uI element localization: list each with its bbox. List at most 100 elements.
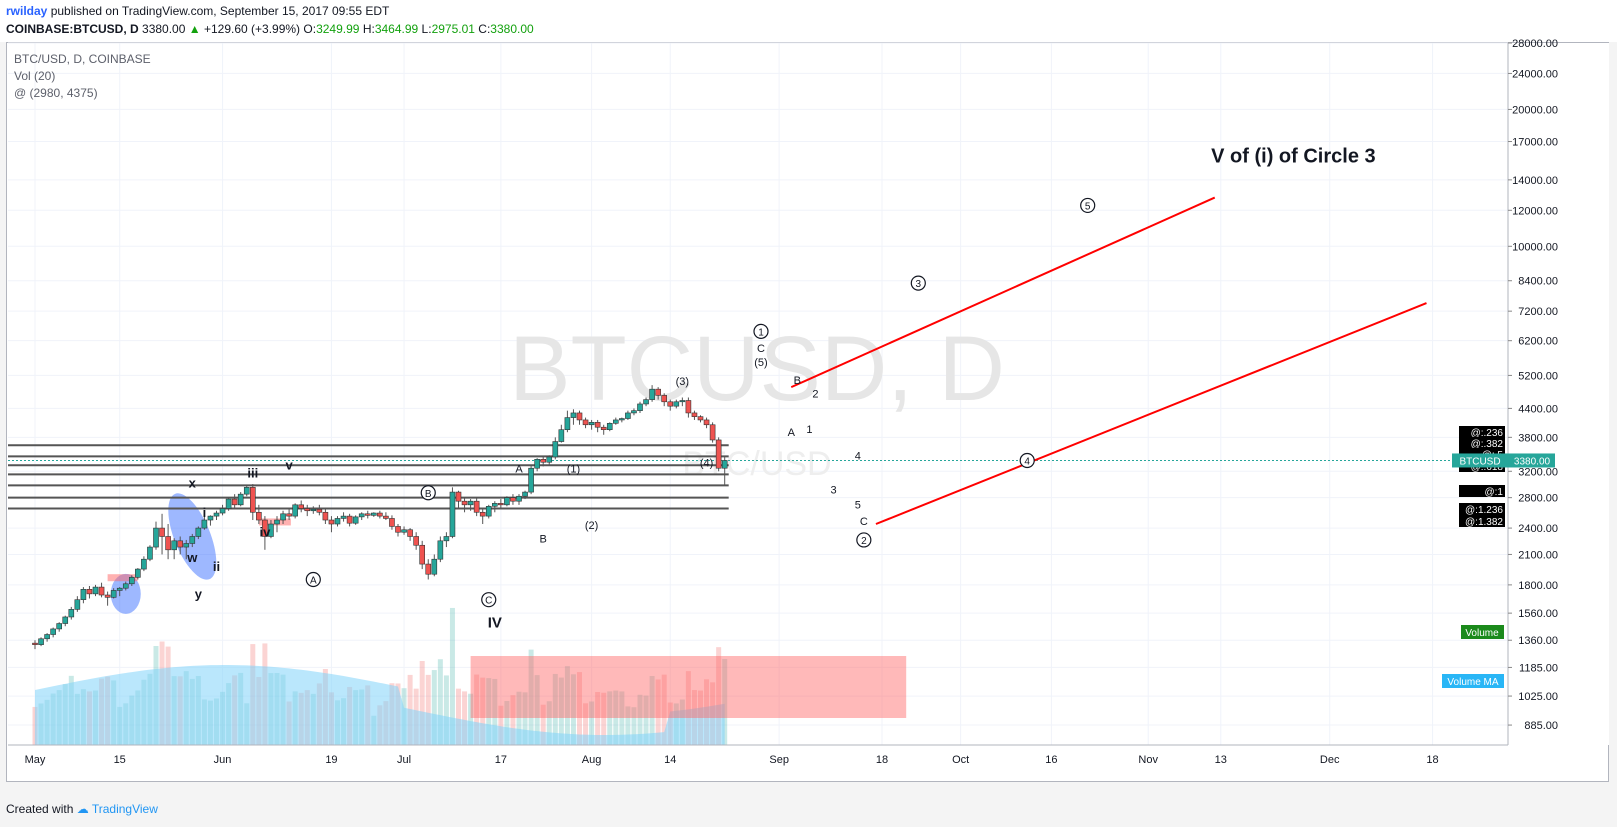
time-tick-label: Sep	[769, 754, 789, 766]
volume-bar	[516, 691, 522, 745]
wave-circle-label: 2	[861, 536, 867, 547]
trend-line[interactable]	[875, 302, 1427, 525]
candle-body	[576, 412, 583, 421]
candle-body	[534, 459, 540, 469]
candle-body	[540, 459, 547, 463]
legend-volume[interactable]: Vol (20)	[14, 69, 56, 83]
candle-body	[383, 515, 389, 519]
candle-body	[316, 508, 323, 513]
fib-tag-label: @:1.236	[1465, 505, 1503, 516]
candle-body	[637, 403, 643, 411]
levels-layer	[8, 444, 1508, 510]
legend-pitchfork[interactable]: @ (2980, 4375)	[14, 86, 98, 100]
candle-body	[377, 512, 383, 517]
candle-body	[104, 594, 111, 598]
candle-body	[147, 546, 153, 560]
price-tag-symbol: BTCUSD	[1459, 456, 1500, 467]
candle-body	[449, 491, 456, 537]
wave-circle-label: 1	[758, 327, 764, 338]
candle-body	[219, 508, 226, 514]
time-tick-label: 14	[664, 754, 676, 766]
candle-body	[473, 500, 480, 513]
volume-ma-tag-bg	[1442, 674, 1504, 688]
candle-body	[74, 599, 81, 610]
volume-layer	[32, 607, 728, 745]
trend-line[interactable]	[790, 196, 1216, 389]
volume-bar	[456, 688, 461, 745]
wave-circle	[305, 571, 321, 588]
candle-body	[231, 498, 238, 506]
candle-body	[455, 491, 462, 502]
volume-bar	[722, 659, 728, 745]
time-tick-label: 17	[495, 754, 507, 766]
candle-body	[721, 460, 728, 469]
volume-bar	[480, 677, 486, 745]
price-tick-label: 1185.00	[1519, 662, 1558, 674]
wave-label: 3	[831, 484, 837, 496]
volume-bar	[595, 692, 601, 745]
author-link[interactable]: rwilday	[6, 4, 48, 18]
candle-body	[510, 497, 516, 502]
candle-body	[171, 540, 177, 551]
wave-label: (4)	[700, 457, 713, 469]
candle-body	[141, 558, 147, 570]
price-tag-value: 3380.00	[1514, 456, 1551, 467]
fib-tag-label: @:1.382	[1465, 517, 1503, 528]
candle-body	[570, 412, 577, 418]
candle-body	[110, 590, 117, 598]
price-axis[interactable]	[1508, 43, 1609, 745]
candle-body	[643, 399, 649, 405]
candle-body	[606, 423, 613, 431]
close-value: 3380.00	[490, 22, 534, 36]
candle-body	[195, 527, 202, 537]
volume-bar	[498, 705, 504, 745]
price-change: +129.60 (+3.99%)	[203, 22, 301, 36]
time-tick-label: 16	[1045, 754, 1057, 766]
candle-body	[594, 422, 601, 428]
candle-body	[685, 400, 692, 414]
candles-layer	[32, 385, 728, 650]
volume-bar	[643, 695, 649, 745]
volume-bar	[552, 673, 558, 745]
wave-circle	[856, 532, 872, 548]
fib-tag-label: @:.236	[1471, 428, 1504, 439]
candle-body	[395, 526, 401, 533]
chart-area[interactable]	[6, 42, 1609, 782]
price-tick-label: 28000.00	[1512, 38, 1558, 50]
candle-body	[619, 418, 625, 421]
candle-body	[207, 515, 214, 521]
wave-circle	[481, 592, 497, 608]
fib-tag-bg	[1459, 515, 1505, 527]
volume-bar	[637, 694, 643, 745]
price-tick-label: 2400.00	[1518, 523, 1558, 535]
fib-tag-label: @:.382	[1471, 439, 1504, 450]
candle-body	[479, 511, 486, 517]
axis-layer: 885.00 1025.00 1185.00 1360.00 1560.00 1800.0…	[8, 38, 1609, 766]
candle-body	[679, 400, 686, 403]
volume-bar	[504, 701, 510, 745]
time-tick-label: Jun	[214, 754, 232, 766]
candle-body	[38, 638, 44, 645]
symbol-label: COINBASE:BTCUSD, D	[6, 22, 139, 36]
wave-label: V of (i) of Circle 3	[1211, 145, 1375, 167]
trendline-layer[interactable]	[790, 196, 1427, 525]
volume-bar	[570, 674, 576, 745]
candle-body	[612, 419, 619, 424]
candle-body	[86, 589, 93, 595]
wave-label: (3)	[676, 376, 689, 388]
fib-tag: @:1.382	[1459, 515, 1505, 528]
fib-tag-bg	[1459, 437, 1505, 449]
volume-bar	[468, 693, 474, 745]
candle-body	[498, 503, 504, 506]
volume-bar	[510, 695, 516, 745]
tradingview-link[interactable]: TradingView	[91, 802, 158, 816]
volume-bar	[589, 701, 595, 745]
candle-body	[491, 503, 498, 507]
candle-body	[116, 587, 123, 591]
candle-body	[50, 628, 56, 635]
legend-symbol[interactable]: BTC/USD, D, COINBASE	[14, 52, 151, 66]
price-tick-label: 1360.00	[1518, 635, 1558, 647]
candle-body	[413, 536, 419, 546]
price-tick-label: 24000.00	[1512, 68, 1558, 80]
